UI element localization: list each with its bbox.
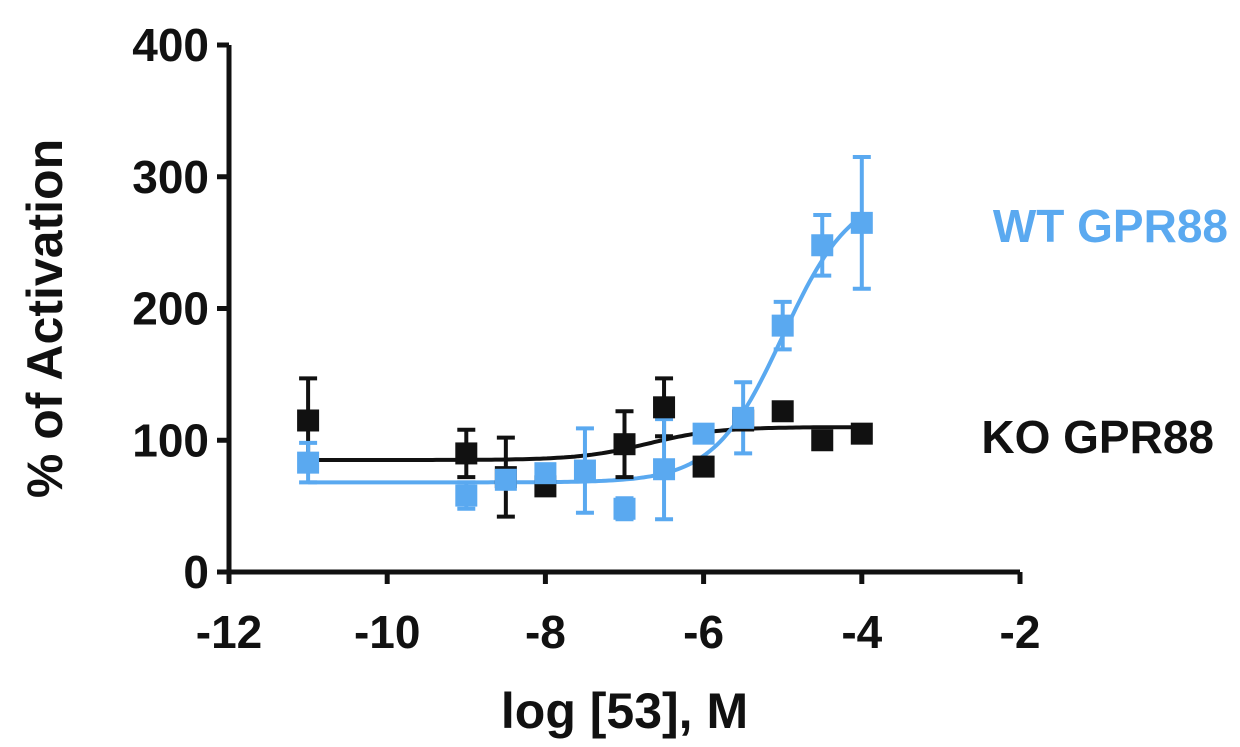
data-point — [771, 400, 794, 423]
data-point — [653, 458, 676, 481]
y-tick-label: 0 — [183, 546, 209, 598]
y-axis-title: % of Activation — [17, 139, 73, 498]
data-point — [653, 396, 676, 419]
data-point — [850, 422, 873, 445]
data-point — [732, 406, 755, 429]
x-tick-label: -8 — [525, 606, 566, 658]
data-point — [771, 314, 794, 337]
data-point — [573, 459, 596, 482]
x-tick-label: -12 — [196, 606, 262, 658]
data-point — [297, 451, 320, 474]
data-point — [613, 497, 636, 520]
data-point — [297, 409, 320, 432]
y-tick-label: 200 — [132, 283, 209, 335]
data-point — [534, 462, 557, 485]
data-point — [455, 484, 478, 507]
x-axis-title: log [53], M — [501, 683, 748, 739]
series-label-wt: WT GPR88 — [993, 200, 1228, 252]
data-point — [811, 429, 834, 452]
data-point — [692, 455, 715, 478]
data-point — [494, 468, 517, 491]
axes: 0 100 200 300 400 -12 -10 -8 -6 -4 -2 log [53], M % … — [17, 19, 1040, 739]
x-tick-label: -2 — [1000, 606, 1041, 658]
data-point — [850, 211, 873, 234]
x-tick-label: -6 — [683, 606, 724, 658]
series-label-ko: KO GPR88 — [981, 411, 1214, 463]
x-tick-label: -10 — [354, 606, 420, 658]
data-point — [455, 442, 478, 465]
x-tick-label: -4 — [841, 606, 882, 658]
data-point — [613, 433, 636, 456]
data-point — [811, 234, 834, 257]
data-points — [297, 211, 873, 520]
y-tick-label: 300 — [132, 151, 209, 203]
data-point — [692, 422, 715, 445]
y-tick-label: 100 — [132, 414, 209, 466]
y-tick-label: 400 — [132, 19, 209, 71]
labels: WT GPR88 KO GPR88 — [981, 200, 1228, 463]
